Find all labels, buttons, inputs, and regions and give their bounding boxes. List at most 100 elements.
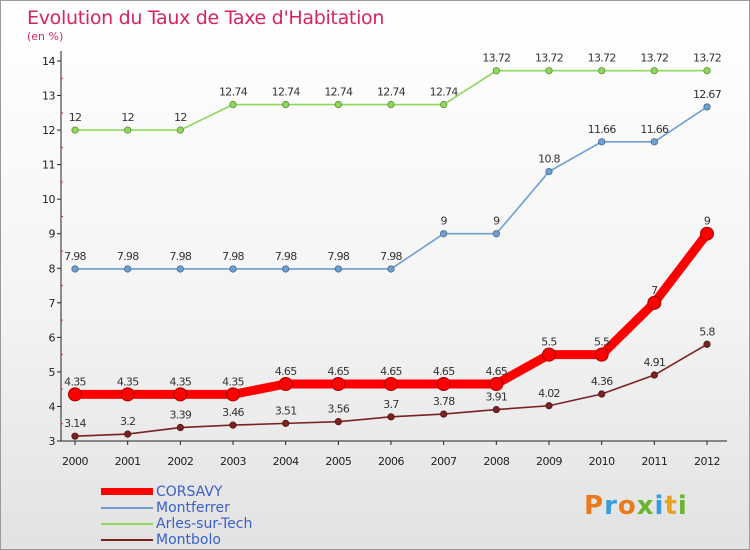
y-tick-label: 3 [49, 435, 56, 448]
data-point-corsavy [647, 295, 662, 310]
data-point-corsavy [542, 347, 556, 362]
data-point-montferrer [650, 138, 658, 146]
data-label-montbolo: 3.56 [327, 403, 349, 416]
data-label-arles-sur-tech: 12.74 [324, 86, 353, 99]
x-tick-label: 2009 [536, 455, 562, 468]
data-point-montbolo [492, 405, 500, 414]
data-label-montferrer: 7.98 [275, 250, 297, 263]
data-point-corsavy [226, 387, 240, 402]
data-point-montbolo [334, 418, 342, 426]
data-point-montbolo [598, 390, 606, 398]
data-point-montferrer [124, 265, 132, 273]
data-label-montferrer: 7.98 [169, 250, 191, 263]
data-point-corsavy [278, 377, 293, 391]
y-tick-label: 14 [42, 55, 55, 68]
data-label-corsavy: 4.35 [169, 375, 191, 388]
data-label-montferrer: 11.66 [640, 123, 669, 136]
data-label-montferrer: 10.8 [538, 153, 560, 166]
x-tick-label: 2008 [483, 455, 509, 468]
data-point-arles-sur-tech [176, 126, 184, 134]
data-label-montferrer: 9 [493, 215, 500, 228]
data-label-montferrer: 11.66 [588, 123, 617, 136]
logo-letter: o [617, 491, 637, 521]
data-label-arles-sur-tech: 13.72 [640, 52, 668, 65]
data-point-montbolo [387, 413, 395, 421]
data-label-montferrer: 7.98 [380, 250, 402, 263]
data-label-montbolo: 3.14 [64, 417, 86, 430]
proxiti-logo: Proxiti [584, 491, 688, 521]
data-point-arles-sur-tech [545, 67, 553, 75]
y-tick-label: 7 [49, 297, 56, 310]
data-label-corsavy: 4.65 [380, 365, 402, 378]
data-point-corsavy [331, 377, 346, 391]
legend-swatch [101, 488, 153, 495]
x-tick-label: 2001 [115, 455, 141, 468]
data-label-corsavy: 4.35 [117, 375, 139, 388]
data-label-corsavy: 4.65 [275, 365, 297, 378]
logo-letter: t [664, 491, 678, 521]
x-tick-label: 2010 [589, 455, 615, 468]
legend-swatch [101, 507, 153, 509]
data-label-montbolo: 4.02 [538, 387, 560, 400]
data-label-montbolo: 3.39 [169, 409, 191, 422]
data-label-montbolo: 3.2 [120, 415, 135, 428]
data-label-corsavy: 4.65 [433, 365, 455, 378]
data-point-montbolo [650, 371, 658, 379]
data-point-arles-sur-tech [387, 100, 395, 109]
y-tick-label: 9 [49, 228, 56, 241]
data-point-arles-sur-tech [703, 67, 711, 75]
data-label-arles-sur-tech: 13.72 [535, 52, 563, 65]
data-label-corsavy: 5.5 [594, 336, 610, 349]
data-label-corsavy: 4.65 [485, 365, 507, 378]
data-point-montferrer [229, 265, 237, 273]
data-label-montferrer: 12.67 [693, 88, 722, 101]
data-point-montbolo [282, 419, 290, 427]
y-tick-label: 12 [42, 124, 55, 137]
data-point-arles-sur-tech [598, 67, 606, 75]
data-label-corsavy: 5.5 [541, 336, 557, 349]
x-tick-label: 2000 [62, 455, 88, 468]
data-label-arles-sur-tech: 13.72 [588, 52, 616, 65]
data-point-corsavy [120, 387, 135, 402]
chart-subtitle: (en %) [27, 30, 64, 43]
logo-letter: r [604, 491, 618, 521]
data-point-corsavy [700, 226, 714, 241]
data-point-montferrer [598, 138, 606, 146]
data-label-montbolo: 4.36 [591, 375, 613, 388]
data-point-montbolo [440, 410, 448, 418]
legend-swatch [101, 539, 153, 541]
data-point-montferrer [387, 265, 395, 273]
y-tick-label: 10 [42, 193, 55, 206]
data-label-montferrer: 7.98 [117, 250, 139, 263]
data-point-montferrer [440, 230, 448, 238]
data-point-montbolo [176, 423, 184, 432]
data-point-arles-sur-tech [492, 67, 500, 75]
data-point-montferrer [176, 265, 184, 273]
y-tick-label: 4 [49, 400, 56, 413]
data-label-montbolo: 3.51 [275, 404, 297, 417]
logo-letter: x [636, 491, 655, 521]
y-tick-label: 5 [49, 366, 56, 379]
data-point-arles-sur-tech [124, 126, 132, 134]
data-point-montferrer [492, 230, 500, 238]
x-tick-label: 2004 [273, 455, 299, 468]
data-point-montbolo [545, 402, 553, 410]
data-label-arles-sur-tech: 12 [174, 111, 187, 124]
series-line-arles-sur-tech [74, 69, 708, 131]
logo-letter: i [677, 491, 688, 521]
data-point-arles-sur-tech [440, 100, 448, 109]
data-label-montferrer: 7.98 [222, 250, 244, 263]
data-label-montferrer: 9 [441, 215, 448, 228]
data-label-montbolo: 3.78 [433, 395, 455, 408]
x-tick-label: 2006 [378, 455, 404, 468]
x-tick-label: 2012 [694, 455, 720, 468]
data-label-arles-sur-tech: 12.74 [219, 86, 248, 99]
legend-label: CORSAVY [156, 484, 223, 500]
data-point-montferrer [334, 265, 342, 273]
data-label-montferrer: 7.98 [327, 250, 349, 263]
data-point-corsavy [68, 387, 82, 402]
data-point-arles-sur-tech [71, 126, 79, 134]
data-label-montferrer: 7.98 [64, 250, 86, 263]
